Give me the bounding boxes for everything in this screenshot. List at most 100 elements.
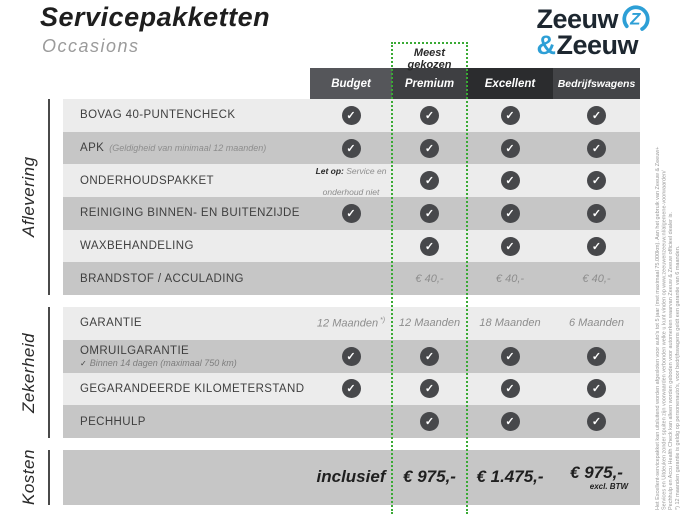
check-icon: ✓ bbox=[420, 346, 439, 366]
check-icon: ✓ bbox=[500, 105, 520, 125]
table-row: WAXBEHANDELING ✓ ✓ ✓ bbox=[63, 229, 640, 263]
table-cell: 12 Maanden bbox=[392, 307, 467, 340]
logo-word-1: Zeeuw bbox=[536, 3, 618, 34]
check-icon: ✓ bbox=[587, 379, 606, 399]
price-value: € 1.475,- bbox=[476, 467, 544, 487]
cell-value: € 40,- bbox=[495, 272, 525, 285]
row-cells: inclusief € 975,- € 1.475,- € 975,- excl. BT… bbox=[310, 450, 640, 505]
table-cell: ✓ bbox=[467, 197, 553, 230]
row-label: WAXBEHANDELING bbox=[80, 240, 194, 253]
check-icon: ✓ bbox=[420, 379, 439, 399]
svg-text:Z: Z bbox=[629, 10, 641, 29]
section-rule bbox=[48, 99, 50, 295]
table-cell bbox=[310, 405, 392, 438]
price-value: inclusief bbox=[316, 467, 386, 487]
check-icon: ✓ bbox=[500, 138, 520, 158]
table-cell: ✓ bbox=[467, 164, 553, 197]
check-icon: ✓ bbox=[587, 412, 606, 432]
row-sublabel: ✓ Binnen 14 dagen (maximaal 750 km) bbox=[80, 357, 237, 368]
table-cell: ✓ bbox=[467, 99, 553, 132]
row-cells: ✓ ✓ ✓ ✓ bbox=[310, 99, 640, 132]
page-title: Servicepakketten bbox=[40, 2, 271, 32]
check-icon: ✓ bbox=[341, 138, 361, 158]
cell-value: € 40,- bbox=[415, 272, 444, 285]
fine-print-line: Het Excellent-servicepakket kan uitsluit… bbox=[655, 146, 661, 510]
row-cells: ✓ ✓ ✓ ✓ bbox=[310, 132, 640, 165]
row-label: PECHHULP bbox=[80, 415, 146, 428]
check-icon: ✓ bbox=[420, 412, 439, 432]
table-cell: ✓ bbox=[467, 132, 553, 165]
costs-row: inclusief € 975,- € 1.475,- € 975,- excl. BT… bbox=[63, 449, 640, 505]
check-icon: ✓ bbox=[500, 203, 520, 223]
row-cells: € 40,- € 40,- € 40,- bbox=[310, 262, 640, 295]
table-row: OMRUILGARANTIE ✓ Binnen 14 dagen (maximaa… bbox=[63, 339, 640, 373]
table-row: GEGARANDEERDE KILOMETERSTAND ✓ ✓ ✓ ✓ bbox=[63, 372, 640, 406]
section-label-aflevering: Aflevering bbox=[19, 156, 38, 238]
column-header-budget: Budget bbox=[310, 68, 392, 99]
logo-line-1: Zeeuw Z bbox=[536, 4, 651, 34]
table-cell: ✓ bbox=[553, 340, 640, 373]
logo-z-swoosh-icon: Z bbox=[622, 5, 650, 33]
table-cell: ✓ bbox=[553, 164, 640, 197]
row-cells: ✓ ✓ ✓ bbox=[310, 230, 640, 263]
table-cell: 6 Maanden bbox=[553, 307, 640, 340]
cell-value: 12 Maanden *) bbox=[316, 317, 386, 330]
table-cell: ✓ bbox=[392, 197, 467, 230]
cell-value: € 40,- bbox=[582, 272, 611, 285]
column-header-bedrijfswagens: Bedrijfswagens bbox=[553, 68, 640, 99]
page-subtitle: Occasions bbox=[42, 36, 140, 56]
table-row: REINIGING BINNEN- EN BUITENZIJDE ✓ ✓ ✓ ✓ bbox=[63, 197, 640, 230]
price-value: € 975,- bbox=[570, 463, 623, 483]
table-cell: ✓ bbox=[310, 197, 392, 230]
section-rule bbox=[48, 450, 50, 505]
table-cell: € 975,- bbox=[392, 450, 467, 505]
row-cells: Let op: Service en onderhoud niet ✓ ✓ ✓ bbox=[310, 164, 640, 197]
check-icon: ✓ bbox=[500, 379, 520, 399]
section-label-zekerheid: Zekerheid bbox=[19, 332, 38, 413]
table-cell: € 40,- bbox=[553, 262, 640, 295]
cell-value: 12 Maanden bbox=[398, 317, 461, 330]
check-icon: ✓ bbox=[587, 203, 606, 223]
row-cells: ✓ ✓ ✓ bbox=[310, 405, 640, 438]
check-icon: ✓ bbox=[500, 346, 520, 366]
section-aflevering: BOVAG 40-PUNTENCHECK ✓ ✓ ✓ ✓ APK (Geldighei… bbox=[63, 99, 640, 296]
comparison-table: BOVAG 40-PUNTENCHECK ✓ ✓ ✓ ✓ APK (Geldighei… bbox=[63, 99, 640, 505]
logo-ampersand: & bbox=[536, 30, 556, 60]
row-label: BOVAG 40-PUNTENCHECK bbox=[80, 109, 236, 122]
fine-print-line: *) 12 maanden garantie is geldig op pers… bbox=[674, 245, 681, 510]
check-icon: ✓ bbox=[587, 138, 606, 158]
column-header-premium: Premium bbox=[392, 68, 467, 99]
small-check-icon: ✓ bbox=[80, 358, 87, 368]
table-row: BOVAG 40-PUNTENCHECK ✓ ✓ ✓ ✓ bbox=[63, 99, 640, 132]
check-icon: ✓ bbox=[500, 171, 520, 191]
row-cells: ✓ ✓ ✓ ✓ bbox=[310, 340, 640, 373]
check-icon: ✓ bbox=[587, 236, 606, 256]
table-cell: 12 Maanden *) bbox=[310, 307, 392, 340]
check-icon: ✓ bbox=[341, 203, 361, 223]
section-kosten: inclusief € 975,- € 1.475,- € 975,- excl. BT… bbox=[63, 449, 640, 505]
check-icon: ✓ bbox=[420, 236, 439, 256]
table-cell: ✓ bbox=[310, 99, 392, 132]
table-cell: € 40,- bbox=[467, 262, 553, 295]
table-cell: 18 Maanden bbox=[467, 307, 553, 340]
table-cell: Let op: Service en onderhoud niet bbox=[310, 164, 392, 197]
table-row: PECHHULP ✓ ✓ ✓ bbox=[63, 405, 640, 438]
table-cell: inclusief bbox=[310, 450, 392, 505]
table-row: GARANTIE 12 Maanden *) 12 Maanden 18 Maand… bbox=[63, 307, 640, 340]
logo-word-2: Zeeuw bbox=[556, 30, 638, 60]
check-icon: ✓ bbox=[587, 171, 606, 191]
table-cell: ✓ bbox=[467, 405, 553, 438]
row-label: GARANTIE bbox=[80, 317, 142, 330]
section-zekerheid: GARANTIE 12 Maanden *) 12 Maanden 18 Maand… bbox=[63, 307, 640, 438]
table-row: BRANDSTOF / ACCULADING € 40,- € 40,- € 40,… bbox=[63, 262, 640, 296]
table-cell: ✓ bbox=[553, 373, 640, 406]
price-subnote: excl. BTW bbox=[589, 482, 628, 492]
check-icon: ✓ bbox=[420, 138, 439, 158]
cell-value: 18 Maanden bbox=[479, 317, 541, 330]
table-cell: ✓ bbox=[467, 373, 553, 406]
fine-print-line: Pechhulp en Accu Health Check kan alleen… bbox=[668, 212, 675, 510]
table-cell: € 1.475,- bbox=[467, 450, 553, 505]
row-label: GEGARANDEERDE KILOMETERSTAND bbox=[80, 382, 305, 395]
table-cell: ✓ bbox=[392, 373, 467, 406]
